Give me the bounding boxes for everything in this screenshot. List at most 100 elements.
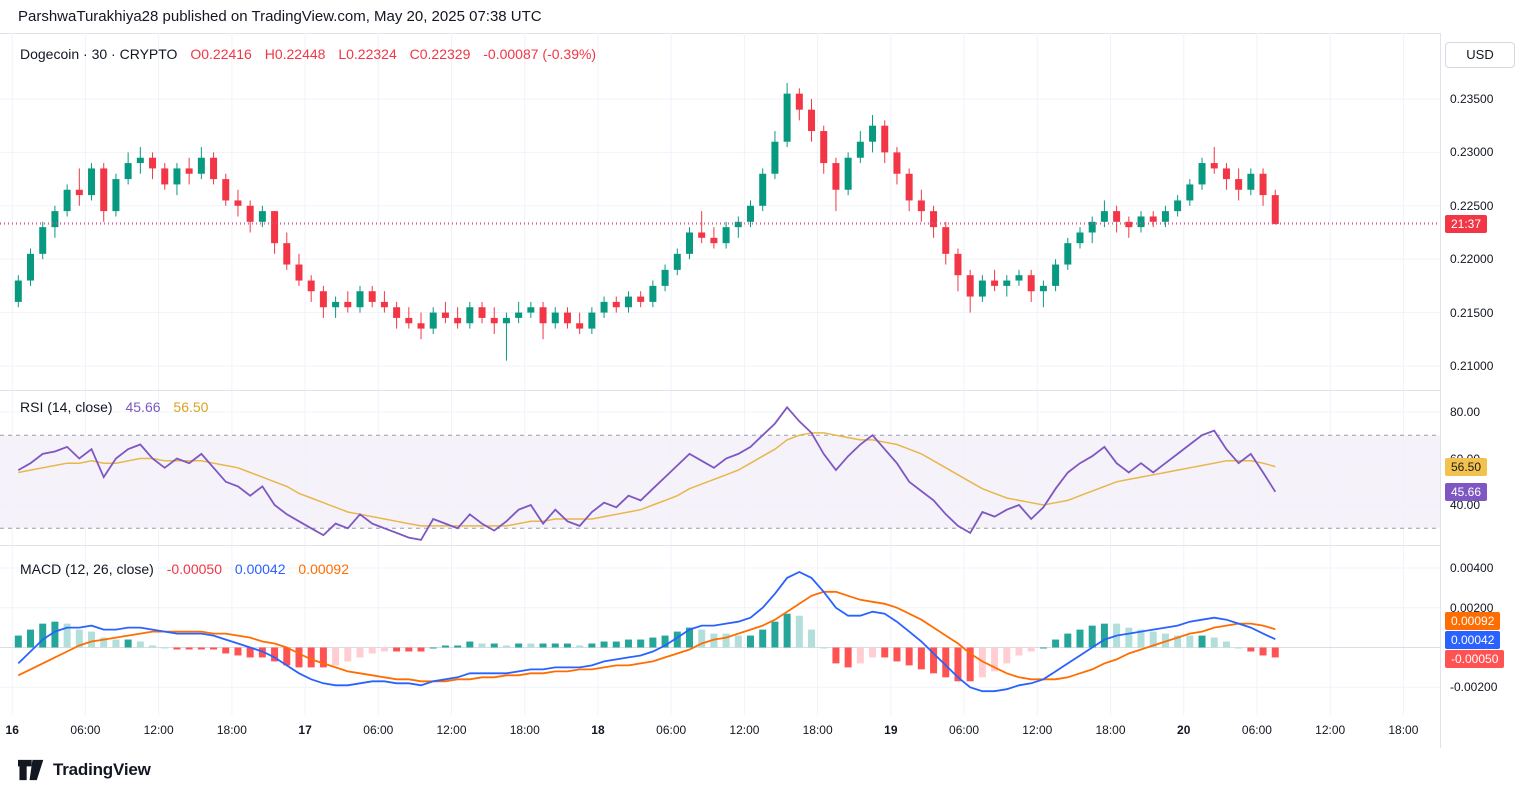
macd-histogram-bar xyxy=(637,639,645,648)
candle xyxy=(1039,285,1047,292)
main-legend: Dogecoin · 30 · CRYPTO O0.22416 H0.22448… xyxy=(20,46,596,62)
candle xyxy=(1235,179,1243,190)
candle xyxy=(466,307,474,324)
ohlc-close-value: C0.22329 xyxy=(409,46,471,62)
rsi-legend: RSI (14, close) 45.66 56.50 xyxy=(20,399,208,415)
tradingview-logo-icon xyxy=(18,759,44,781)
candle xyxy=(954,253,962,276)
macd-histogram-bar xyxy=(393,647,401,652)
rsi-line xyxy=(17,405,1277,541)
macd-histogram-bar xyxy=(149,645,157,648)
candle xyxy=(588,312,596,329)
candle xyxy=(441,312,449,318)
macd-histogram-bar xyxy=(881,647,889,658)
macd-histogram-bar xyxy=(576,645,584,648)
macd-histogram-bar xyxy=(624,639,632,648)
currency-button[interactable]: USD xyxy=(1445,42,1515,68)
macd-histogram-bar xyxy=(515,643,523,648)
macd-histogram-bar xyxy=(332,647,340,666)
macd-histogram-bar xyxy=(124,639,132,648)
macd-histogram-bar xyxy=(978,647,986,678)
macd-histogram-bar xyxy=(39,623,47,648)
candle xyxy=(844,157,852,190)
macd-histogram-bar xyxy=(173,647,181,650)
macd-histogram-bar xyxy=(527,643,535,648)
macd-signal-value: 0.00092 xyxy=(298,561,349,577)
candle xyxy=(1259,173,1267,196)
macd-legend-title[interactable]: MACD (12, 26, close) xyxy=(20,561,154,577)
macd-histogram-bar xyxy=(1247,647,1255,652)
candle xyxy=(1198,163,1206,185)
macd-histogram-bar xyxy=(478,643,486,648)
macd-histogram-bar xyxy=(27,629,35,648)
macd-histogram-bar xyxy=(942,647,950,678)
candle xyxy=(1027,275,1035,292)
macd-histogram-bar xyxy=(844,647,852,668)
candle xyxy=(1088,221,1096,233)
candle xyxy=(490,317,498,324)
price-axis-label: 0.22000 xyxy=(1450,252,1494,267)
macd-histogram-bar xyxy=(1210,637,1218,648)
macd-histogram-bar xyxy=(51,621,59,648)
macd-histogram-bar xyxy=(600,641,608,648)
candle xyxy=(893,152,901,174)
macd-histogram-bar xyxy=(417,647,425,652)
rsi-ma-line xyxy=(18,432,1276,527)
time-axis-label: 12:00 xyxy=(1022,723,1053,737)
macd-signal-badge: 0.00092 xyxy=(1445,612,1501,631)
macd-pane[interactable] xyxy=(0,545,1440,715)
macd-histogram-bar xyxy=(1271,647,1279,658)
rsi-legend-title[interactable]: RSI (14, close) xyxy=(20,399,113,415)
candle xyxy=(1076,232,1084,244)
macd-histogram-bar xyxy=(283,647,291,666)
macd-histogram-bar xyxy=(820,647,828,649)
rsi-pane[interactable] xyxy=(0,390,1440,545)
brand-name[interactable]: TradingView xyxy=(53,760,151,779)
price-axis[interactable]: USD 0.23500 0.23000 0.22500 0.22000 0.21500 0… xyxy=(1440,33,1536,748)
macd-histogram-bar xyxy=(1100,623,1108,648)
candle xyxy=(820,131,828,164)
price-axis-label: 0.23000 xyxy=(1450,145,1494,160)
candle xyxy=(222,179,230,201)
macd-histogram-bar xyxy=(490,643,498,648)
candle xyxy=(332,301,340,308)
candle xyxy=(942,227,950,254)
ohlc-low-value: L0.22324 xyxy=(338,46,397,62)
candle xyxy=(1137,216,1145,228)
candle xyxy=(295,264,303,281)
macd-histogram-bar xyxy=(1149,631,1157,648)
macd-histogram-bar xyxy=(88,631,96,648)
symbol-title[interactable]: Dogecoin · 30 · CRYPTO xyxy=(20,46,178,62)
time-axis-label: 06:00 xyxy=(949,723,980,737)
candle xyxy=(576,323,584,329)
candle xyxy=(124,163,132,180)
pane-divider-macd xyxy=(0,545,1536,546)
macd-histogram-bar xyxy=(1198,635,1206,648)
price-axis-label: 0.21500 xyxy=(1450,305,1494,320)
candle xyxy=(283,243,291,265)
candle xyxy=(808,109,816,132)
price-chart-pane[interactable] xyxy=(0,33,1440,390)
candle xyxy=(136,157,144,164)
macd-histogram-bar xyxy=(1003,647,1011,664)
candle xyxy=(698,232,706,238)
candle xyxy=(112,179,120,212)
countdown-badge: 21:37 xyxy=(1445,215,1488,234)
candle xyxy=(930,211,938,228)
rsi-band xyxy=(0,435,1440,529)
candle xyxy=(1174,200,1182,212)
macd-histogram-bar xyxy=(1076,629,1084,648)
rsi-axis-label: 40.00 xyxy=(1450,498,1481,512)
macd-hist-badge: -0.00050 xyxy=(1445,650,1505,669)
time-axis[interactable]: 16 06:00 12:00 18:00 17 06:00 12:00 18:00 18 06:0… xyxy=(0,715,1440,748)
macd-histogram-bar xyxy=(1052,639,1060,648)
candle xyxy=(734,221,742,228)
time-axis-label: 12:00 xyxy=(143,723,174,737)
macd-axis-label: -0.00200 xyxy=(1450,680,1498,695)
macd-histogram-bar xyxy=(795,615,803,648)
macd-histogram-bar xyxy=(1137,629,1145,648)
candle xyxy=(661,269,669,286)
candle xyxy=(149,157,157,169)
macd-histogram-bar xyxy=(551,643,559,648)
macd-histogram-bar xyxy=(588,643,596,648)
